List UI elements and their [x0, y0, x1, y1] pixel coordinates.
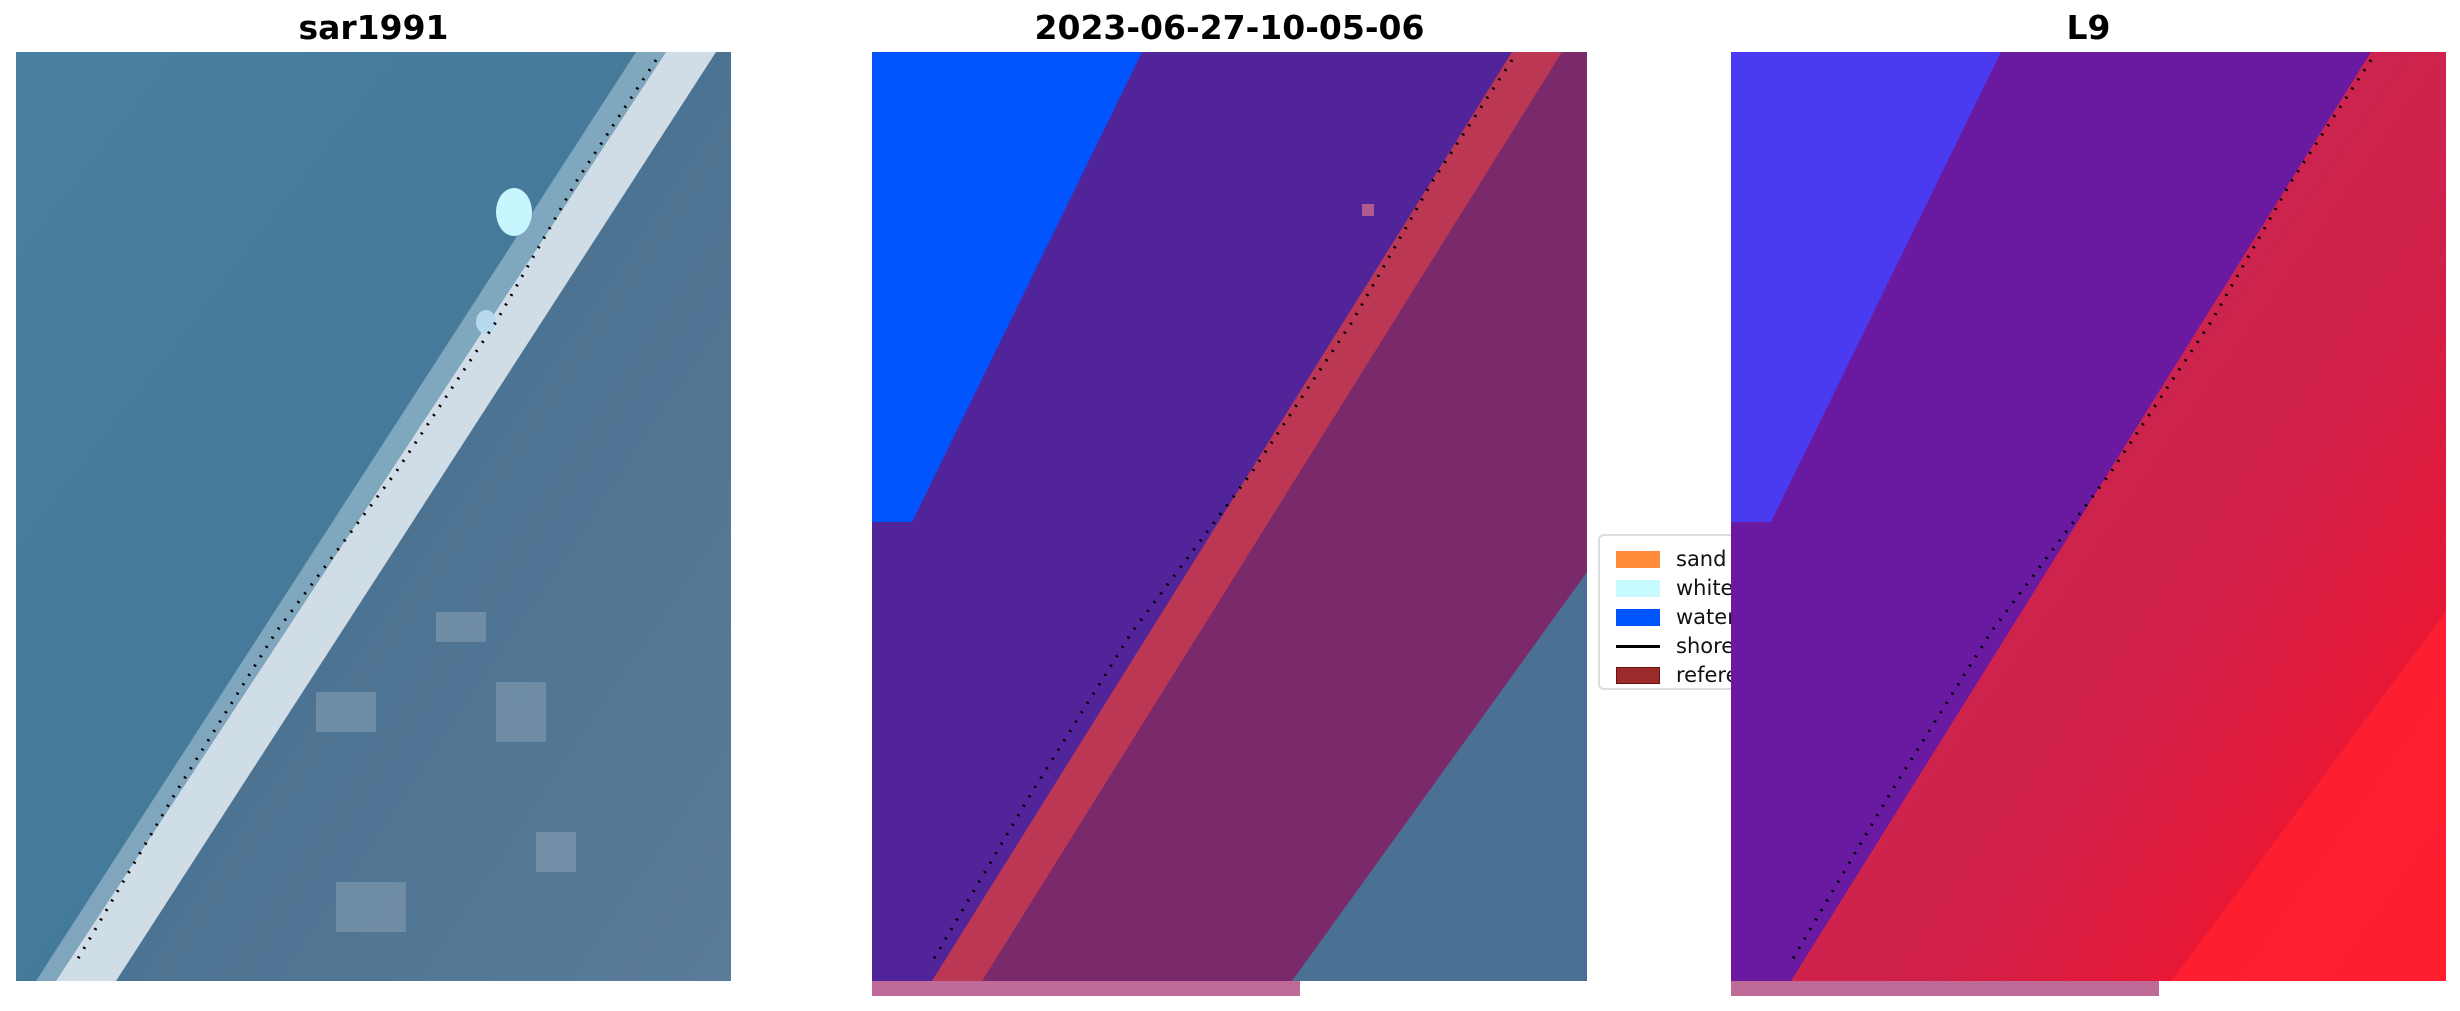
rgb-image-panel [16, 52, 731, 981]
panel-title-sar1991: sar1991 [298, 8, 449, 47]
water-region [872, 52, 1142, 522]
legend-item-shoreline: shoreli [1616, 633, 1746, 659]
l9-panel [1731, 52, 2446, 981]
panel-title-date: 2023-06-27-10-05-06 [1034, 8, 1425, 47]
legend-label: water [1676, 605, 1736, 629]
reference-band [932, 52, 1562, 981]
panel-title-l9: L9 [2066, 8, 2111, 47]
legend-item-sand: sand [1616, 546, 1726, 572]
legend-item-water: water [1616, 604, 1736, 630]
overlay-strip-l9 [1731, 981, 2159, 996]
legend-label: sand [1676, 547, 1727, 571]
overlay-strip [872, 981, 1300, 996]
classification-panel [872, 52, 1587, 981]
